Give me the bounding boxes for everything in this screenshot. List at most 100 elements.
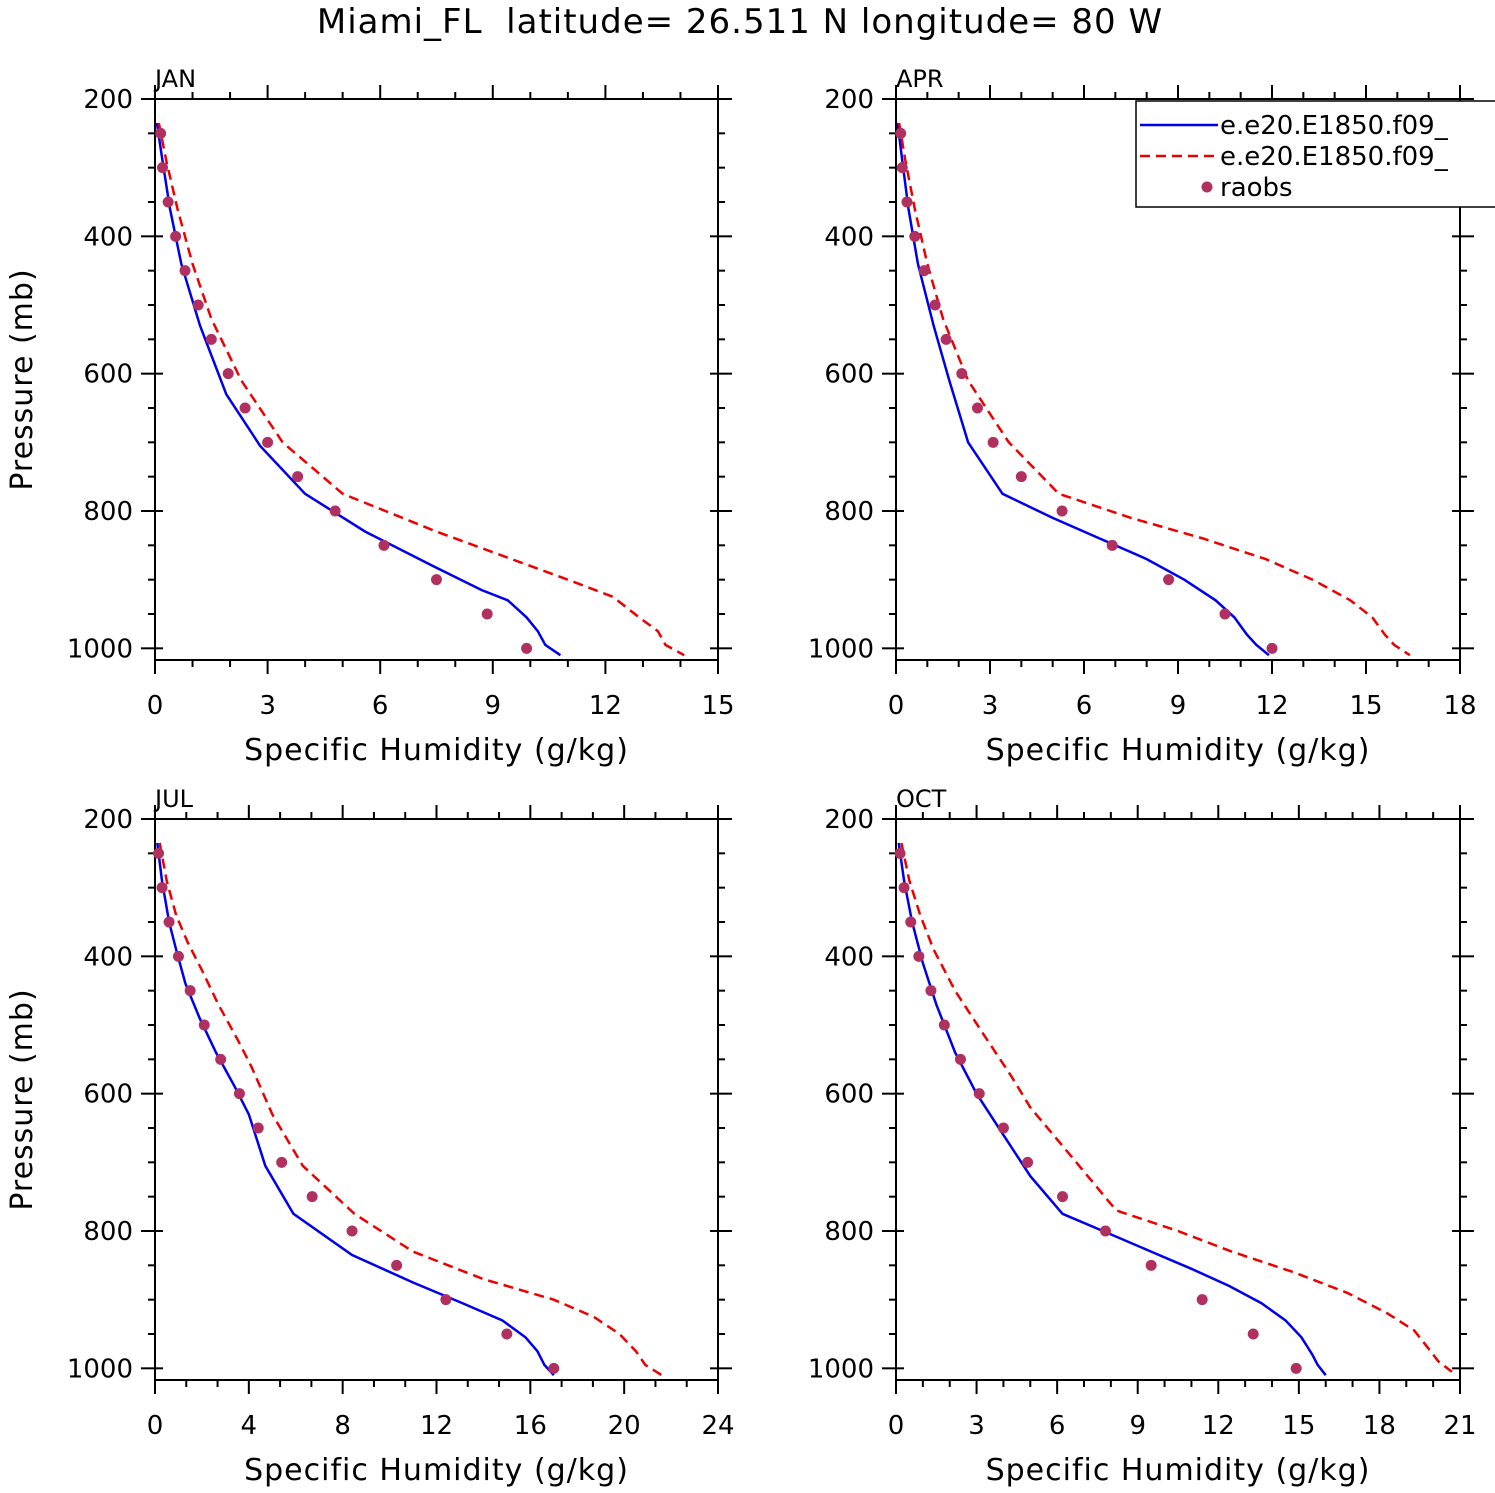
- legend-swatch-raobs: [1201, 181, 1213, 193]
- raobs-point: [155, 127, 167, 139]
- y-tick-label: 200: [824, 85, 874, 115]
- model2-line: [158, 842, 663, 1377]
- x-tick-label: 4: [241, 1411, 258, 1441]
- raobs-point: [1106, 539, 1118, 551]
- raobs-point: [894, 847, 906, 859]
- y-axis-label: Pressure (mb): [5, 268, 40, 490]
- raobs-point: [481, 608, 493, 620]
- x-tick-label: 0: [147, 1411, 164, 1441]
- y-tick-label: 400: [824, 942, 874, 972]
- x-tick-label: 15: [701, 691, 734, 721]
- x-axis-label: Specific Humidity (g/kg): [986, 733, 1371, 768]
- raobs-point: [971, 402, 983, 414]
- model1-line: [155, 122, 562, 657]
- raobs-point: [329, 505, 341, 517]
- y-tick-label: 800: [83, 497, 133, 527]
- raobs-point: [929, 299, 941, 311]
- x-tick-label: 21: [1443, 1411, 1476, 1441]
- x-tick-label: 24: [701, 1411, 734, 1441]
- y-tick-label: 200: [83, 805, 133, 835]
- raobs-point: [172, 950, 184, 962]
- raobs-point: [346, 1225, 358, 1237]
- y-tick-label: 400: [83, 942, 133, 972]
- y-tick-label: 400: [83, 222, 133, 252]
- raobs-point: [1290, 1362, 1302, 1374]
- x-tick-label: 0: [888, 691, 905, 721]
- raobs-point: [548, 1362, 560, 1374]
- x-tick-label: 12: [1202, 1411, 1235, 1441]
- y-tick-label: 600: [824, 360, 874, 390]
- raobs-point: [913, 950, 925, 962]
- raobs-point: [898, 882, 910, 894]
- raobs-point: [973, 1088, 985, 1100]
- raobs-point: [997, 1122, 1009, 1134]
- raobs-point: [1056, 505, 1068, 517]
- raobs-point: [431, 574, 442, 586]
- x-tick-label: 20: [608, 1411, 641, 1441]
- raobs-point: [215, 1053, 227, 1065]
- plot-frame: [895, 818, 1461, 1381]
- raobs-point: [938, 1019, 950, 1031]
- raobs-point: [918, 265, 930, 277]
- raobs-point: [1022, 1156, 1034, 1168]
- y-tick-label: 800: [824, 1217, 874, 1247]
- raobs-point: [262, 436, 274, 448]
- x-tick-label: 0: [147, 691, 164, 721]
- y-tick-label: 200: [824, 805, 874, 835]
- plot-frame: [154, 98, 719, 661]
- x-tick-label: 18: [1363, 1411, 1396, 1441]
- raobs-point: [162, 196, 174, 208]
- raobs-point: [1057, 1191, 1069, 1203]
- panel-oct: OCT 200 400 600 800 1000 0 3 6 9 12 15 18 21 Specific …: [808, 785, 1477, 1488]
- y-tick-label: 600: [83, 360, 133, 390]
- x-tick-label: 3: [259, 691, 276, 721]
- model1-line: [896, 122, 1270, 657]
- raobs-point: [198, 1019, 210, 1031]
- x-tick-label: 18: [1443, 691, 1476, 721]
- x-tick-label: 12: [589, 691, 622, 721]
- raobs-point: [157, 162, 169, 174]
- raobs-point: [179, 265, 191, 277]
- raobs-point: [391, 1259, 403, 1271]
- y-tick-label: 800: [824, 497, 874, 527]
- y-tick-label: 600: [824, 1080, 874, 1110]
- raobs-point: [276, 1156, 288, 1168]
- panel-jan: JAN 200 400 600 800 1000 0 3 6 9 12 15 Specific Humi…: [5, 65, 735, 768]
- x-tick-label: 12: [1255, 691, 1288, 721]
- raobs-point: [192, 299, 204, 311]
- model1-line: [156, 842, 555, 1377]
- raobs-point: [184, 985, 196, 997]
- x-tick-label: 12: [420, 1411, 453, 1441]
- raobs-point: [905, 916, 917, 928]
- y-tick-label: 1000: [67, 634, 133, 664]
- model2-line: [157, 122, 685, 657]
- raobs-point: [956, 368, 968, 380]
- panel-label: JAN: [153, 65, 196, 93]
- raobs-point: [1145, 1259, 1157, 1271]
- raobs-point: [156, 882, 168, 894]
- model1-line: [897, 842, 1327, 1376]
- y-axis-label: Pressure (mb): [5, 988, 40, 1210]
- raobs-point: [440, 1294, 452, 1306]
- raobs-point: [1247, 1328, 1259, 1340]
- figure-title: Miami_FL latitude= 26.511 N longitude= 8…: [316, 2, 1164, 42]
- y-tick-label: 1000: [808, 634, 874, 664]
- x-axis-label: Specific Humidity (g/kg): [244, 1453, 629, 1488]
- panel-apr: APR 200 400 600 800 1000 0 3 6 9 12 15 18 Specific Hu…: [808, 65, 1477, 768]
- raobs-point: [1266, 642, 1278, 654]
- model2-line: [897, 122, 1411, 657]
- raobs-point: [163, 916, 175, 928]
- raobs-point: [940, 333, 952, 345]
- raobs-point: [292, 471, 304, 483]
- panel-label: JUL: [153, 785, 194, 813]
- panel-jul: JUL 200 400 600 800 1000 0 4 8 12 16 20 24 Specific H…: [5, 785, 735, 1488]
- panel-label: APR: [896, 65, 944, 93]
- x-tick-label: 9: [1129, 1411, 1146, 1441]
- x-tick-label: 15: [1282, 1411, 1315, 1441]
- raobs-point: [925, 985, 937, 997]
- raobs-point: [239, 402, 251, 414]
- raobs-point: [896, 162, 908, 174]
- raobs-point: [901, 196, 913, 208]
